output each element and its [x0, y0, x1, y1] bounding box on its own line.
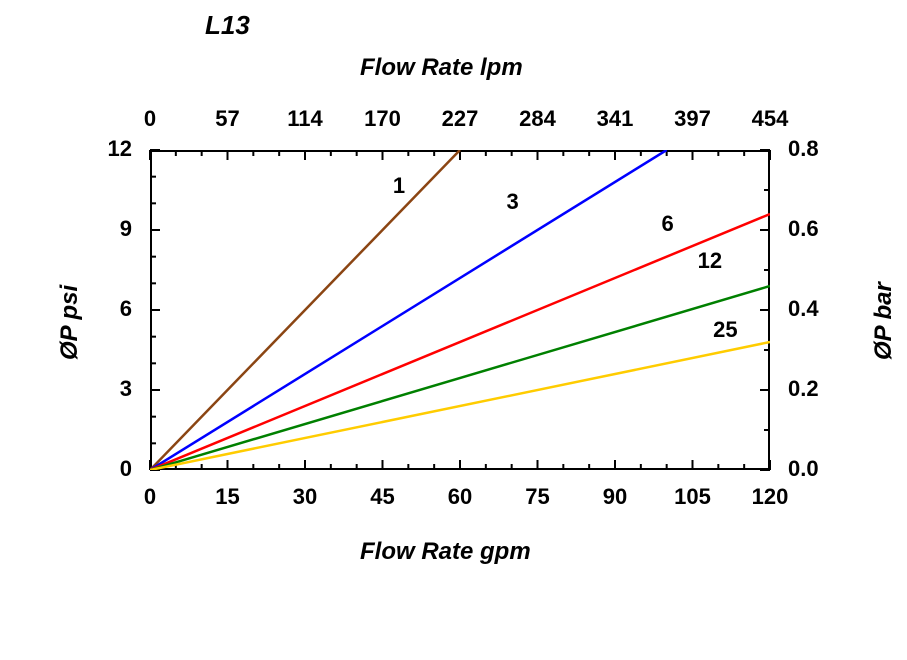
y-right-tick-label: 0.4 — [788, 296, 848, 322]
x-bottom-tick-label: 75 — [508, 484, 568, 510]
x-top-tick-label: 114 — [275, 106, 335, 132]
series-line — [150, 150, 460, 470]
x-bottom-tick-label: 45 — [353, 484, 413, 510]
tick-group — [150, 150, 770, 470]
y-right-tick-label: 0.2 — [788, 376, 848, 402]
y-left-tick-label: 9 — [92, 216, 132, 242]
x-top-tick-label: 170 — [353, 106, 413, 132]
series-label: 25 — [713, 317, 737, 343]
series-line — [150, 286, 770, 470]
x-top-tick-label: 0 — [120, 106, 180, 132]
x-bottom-tick-label: 120 — [740, 484, 800, 510]
plot-svg — [150, 150, 770, 470]
x-bottom-tick-label: 90 — [585, 484, 645, 510]
x-bottom-tick-label: 105 — [663, 484, 723, 510]
series-line — [150, 150, 667, 470]
series-label: 6 — [662, 211, 674, 237]
y-right-tick-label: 0.0 — [788, 456, 848, 482]
x-top-axis-label: Flow Rate lpm — [360, 54, 523, 82]
y-right-axis-label: ØP bar — [870, 282, 898, 360]
x-bottom-axis-label: Flow Rate gpm — [360, 538, 531, 566]
y-left-axis-label: ØP psi — [56, 285, 84, 360]
x-top-tick-label: 397 — [663, 106, 723, 132]
y-left-tick-label: 6 — [92, 296, 132, 322]
series-label: 1 — [393, 173, 405, 199]
y-right-tick-label: 0.6 — [788, 216, 848, 242]
x-bottom-tick-label: 15 — [198, 484, 258, 510]
x-top-tick-label: 284 — [508, 106, 568, 132]
x-top-tick-label: 57 — [198, 106, 258, 132]
x-bottom-tick-label: 30 — [275, 484, 335, 510]
x-top-tick-label: 227 — [430, 106, 490, 132]
chart-title: L13 — [205, 10, 250, 41]
series-label: 12 — [698, 248, 722, 274]
x-bottom-tick-label: 60 — [430, 484, 490, 510]
series-group — [150, 150, 770, 470]
y-left-tick-label: 12 — [92, 136, 132, 162]
y-left-tick-label: 0 — [92, 456, 132, 482]
y-right-tick-label: 0.8 — [788, 136, 848, 162]
series-label: 3 — [507, 189, 519, 215]
x-bottom-tick-label: 0 — [120, 484, 180, 510]
x-top-tick-label: 341 — [585, 106, 645, 132]
y-left-tick-label: 3 — [92, 376, 132, 402]
series-line — [150, 214, 770, 470]
series-line — [150, 342, 770, 470]
x-top-tick-label: 454 — [740, 106, 800, 132]
